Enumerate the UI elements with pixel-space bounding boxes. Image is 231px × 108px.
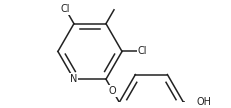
Text: OH: OH: [195, 97, 210, 107]
Text: N: N: [70, 74, 77, 84]
Text: O: O: [108, 86, 116, 96]
Text: Cl: Cl: [60, 4, 70, 14]
Text: Cl: Cl: [137, 46, 147, 56]
